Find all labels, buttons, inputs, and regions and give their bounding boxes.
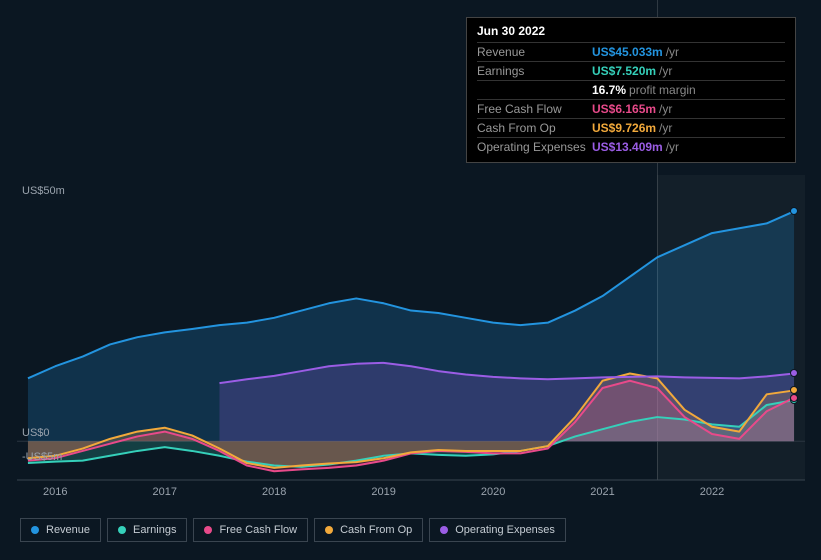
- tooltip-row-label: Cash From Op: [477, 121, 592, 135]
- tooltip-row-value: US$6.165m: [592, 102, 656, 116]
- chart-legend: Revenue Earnings Free Cash Flow Cash From O…: [20, 518, 566, 542]
- tooltip-row-unit: profit margin: [629, 83, 696, 97]
- legend-item-label: Cash From Op: [340, 524, 412, 536]
- legend-dot-icon: [325, 526, 333, 534]
- tooltip-row-label: [477, 83, 592, 97]
- y-tick-label: US$50m: [22, 185, 65, 197]
- legend-dot-icon: [204, 526, 212, 534]
- series-endpoint-opex: [790, 369, 798, 377]
- series-endpoint-revenue: [790, 207, 798, 215]
- tooltip-row-label: Revenue: [477, 45, 592, 59]
- legend-dot-icon: [118, 526, 126, 534]
- tooltip-title: Jun 30 2022: [477, 24, 785, 38]
- legend-item-label: Earnings: [133, 524, 176, 536]
- tooltip-row-unit: /yr: [666, 45, 679, 59]
- legend-dot-icon: [440, 526, 448, 534]
- tooltip-row: Cash From OpUS$9.726m/yr: [477, 118, 785, 137]
- legend-item-operating-expenses[interactable]: Operating Expenses: [429, 518, 566, 542]
- tooltip-row-unit: /yr: [659, 121, 672, 135]
- tooltip-row: Free Cash FlowUS$6.165m/yr: [477, 99, 785, 118]
- series-endpoint-fcf: [790, 394, 798, 402]
- tooltip-row-value: US$13.409m: [592, 140, 663, 154]
- tooltip-row-unit: /yr: [659, 64, 672, 78]
- tooltip-row-value: US$45.033m: [592, 45, 663, 59]
- tooltip-row: EarningsUS$7.520m/yr: [477, 61, 785, 80]
- chart-tooltip: Jun 30 2022RevenueUS$45.033m/yrEarningsU…: [466, 17, 796, 163]
- tooltip-row: Operating ExpensesUS$13.409m/yr: [477, 137, 785, 156]
- y-tick-label: US$0: [22, 427, 50, 439]
- x-tick-label: 2016: [43, 486, 67, 498]
- legend-item-free-cash-flow[interactable]: Free Cash Flow: [193, 518, 308, 542]
- legend-item-revenue[interactable]: Revenue: [20, 518, 101, 542]
- x-tick-label: 2020: [481, 486, 505, 498]
- x-tick-label: 2021: [590, 486, 614, 498]
- legend-item-cash-from-op[interactable]: Cash From Op: [314, 518, 423, 542]
- legend-item-earnings[interactable]: Earnings: [107, 518, 187, 542]
- legend-item-label: Free Cash Flow: [219, 524, 297, 536]
- tooltip-row-label: Operating Expenses: [477, 140, 592, 154]
- tooltip-row-value: 16.7%: [592, 83, 626, 97]
- series-endpoint-cfo: [790, 386, 798, 394]
- tooltip-row-label: Earnings: [477, 64, 592, 78]
- x-tick-label: 2019: [371, 486, 395, 498]
- tooltip-row-unit: /yr: [666, 140, 679, 154]
- legend-dot-icon: [31, 526, 39, 534]
- legend-item-label: Revenue: [46, 524, 90, 536]
- x-tick-label: 2018: [262, 486, 286, 498]
- tooltip-row-value: US$7.520m: [592, 64, 656, 78]
- x-tick-label: 2022: [700, 486, 724, 498]
- tooltip-row: 16.7%profit margin: [477, 80, 785, 99]
- tooltip-row-label: Free Cash Flow: [477, 102, 592, 116]
- y-tick-label: -US$5m: [22, 451, 62, 463]
- tooltip-row: RevenueUS$45.033m/yr: [477, 42, 785, 61]
- legend-item-label: Operating Expenses: [455, 524, 555, 536]
- x-tick-label: 2017: [153, 486, 177, 498]
- tooltip-row-unit: /yr: [659, 102, 672, 116]
- tooltip-row-value: US$9.726m: [592, 121, 656, 135]
